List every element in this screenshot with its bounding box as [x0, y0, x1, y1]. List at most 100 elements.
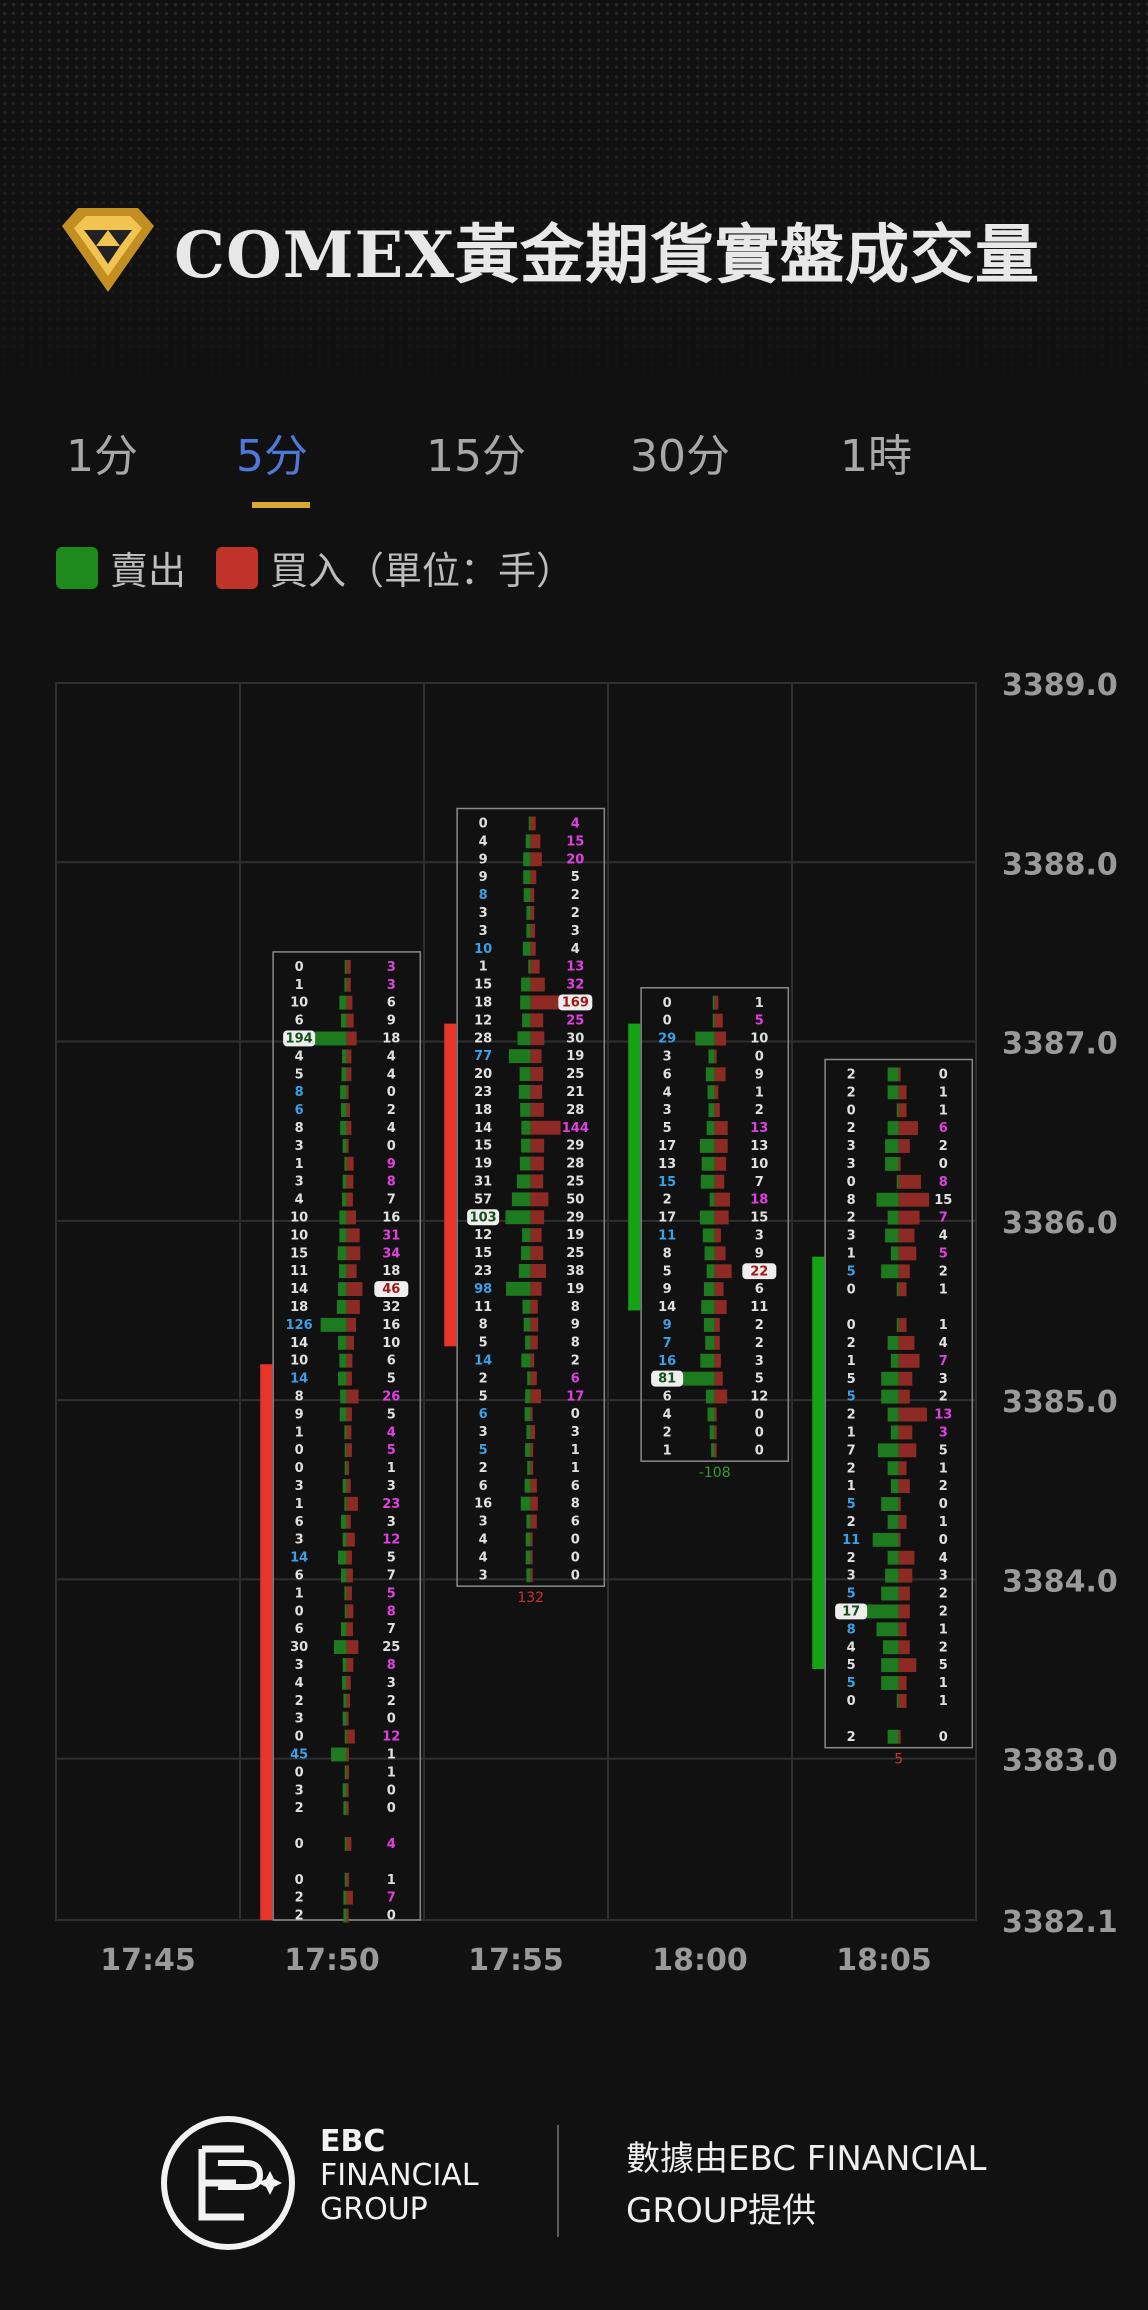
buy-volume-bar [530, 870, 537, 885]
sell-volume-bar [525, 1442, 531, 1457]
buy-volume-label: 29 [566, 1210, 584, 1225]
tab-30m[interactable]: 30分 [630, 431, 730, 482]
buy-volume-bar [346, 1246, 361, 1261]
buy-volume-label: 2 [755, 1103, 764, 1118]
sell-volume-bar [344, 1496, 347, 1511]
buy-volume-label: 4 [939, 1551, 948, 1566]
brand-line-2: FINANCIAL [320, 2158, 479, 2193]
buy-volume-label: 6 [571, 1479, 580, 1494]
sell-volume-bar [525, 1532, 531, 1547]
buy-volume-bar [530, 1353, 535, 1368]
sell-volume-label: 9 [479, 852, 488, 867]
buy-volume-label: 2 [939, 1264, 948, 1279]
sell-volume-label: 5 [847, 1497, 856, 1512]
buy-volume-bar [898, 1335, 915, 1350]
buy-volume-label: 5 [387, 1407, 396, 1422]
sell-volume-bar [682, 1371, 715, 1386]
buy-volume-label: 3 [387, 978, 396, 993]
buy-volume-label: 18 [382, 1264, 400, 1279]
sell-volume-label: 2 [663, 1425, 672, 1440]
sell-volume-bar [866, 1604, 899, 1619]
buy-volume-label: 1 [571, 1461, 580, 1476]
buy-volume-bar [346, 1711, 349, 1726]
sell-volume-bar [887, 1407, 899, 1422]
buy-volume-label: 19 [566, 1282, 584, 1297]
buy-volume-label: 6 [571, 1371, 580, 1386]
buy-volume-bar [346, 995, 353, 1010]
sell-volume-bar [524, 1478, 531, 1493]
tab-1m[interactable]: 1分 [66, 431, 138, 482]
sell-volume-bar [522, 1013, 531, 1028]
sell-volume-bar [340, 1121, 347, 1135]
sell-volume-label: 5 [847, 1587, 856, 1602]
buy-volume-bar [714, 1138, 728, 1153]
buy-volume-label: 7 [387, 1891, 396, 1906]
sell-volume-bar [338, 1550, 347, 1565]
sell-volume-bar [344, 1729, 347, 1744]
sell-volume-bar [314, 1031, 347, 1046]
buy-volume-bar [714, 1085, 719, 1100]
sell-volume-bar [699, 1138, 715, 1153]
buy-volume-bar [346, 1604, 354, 1619]
sell-volume-label: 17 [658, 1139, 676, 1154]
sell-volume-bar [695, 1031, 715, 1046]
buy-volume-bar [530, 1532, 533, 1547]
sell-volume-bar [877, 1443, 899, 1458]
buy-volume-bar [346, 1443, 352, 1458]
buy-volume-bar [346, 1121, 352, 1135]
buy-volume-bar [898, 1568, 913, 1583]
sell-volume-bar [712, 1013, 715, 1028]
buy-volume-label: 8 [571, 1300, 580, 1315]
sell-volume-bar [526, 1514, 531, 1529]
buy-volume-bar [530, 1478, 537, 1493]
buy-volume-bar [714, 1282, 724, 1297]
buy-volume-label: 4 [387, 1425, 396, 1440]
buy-volume-bar [530, 1246, 544, 1260]
sell-volume-bar [344, 1586, 347, 1601]
sell-volume-label: 0 [847, 1282, 856, 1297]
buy-volume-label: 30 [566, 1031, 584, 1046]
buy-volume-label: 13 [750, 1121, 768, 1136]
tab-15m[interactable]: 15分 [426, 431, 526, 482]
sell-volume-label: 7 [663, 1336, 672, 1351]
buy-volume-bar [346, 1658, 354, 1672]
sell-volume-label: 1 [847, 1354, 856, 1369]
buy-volume-label: 7 [939, 1354, 948, 1369]
buy-volume-bar [346, 1640, 359, 1655]
sell-volume-bar [887, 1210, 899, 1225]
brand-line-1: EBC [320, 2124, 386, 2159]
sell-volume-label: 2 [295, 1694, 304, 1709]
buy-volume-label: 2 [571, 888, 580, 903]
buy-volume-bar [714, 1425, 717, 1440]
sell-volume-bar [887, 1335, 899, 1350]
tab-5m[interactable]: 5分 [236, 431, 308, 482]
buy-volume-label: 9 [387, 1157, 396, 1172]
sell-volume-bar [890, 1353, 899, 1368]
sell-volume-label: 15 [474, 978, 492, 993]
sell-volume-label: 14 [474, 1121, 492, 1136]
buy-volume-label: 12 [382, 1730, 400, 1745]
buy-volume-bar [898, 1550, 915, 1565]
buy-volume-bar [714, 1121, 728, 1135]
sell-volume-bar [519, 1156, 531, 1171]
buy-volume-label: 6 [387, 996, 396, 1011]
ebc-logo-icon [161, 2116, 295, 2250]
buy-volume-label: 3 [939, 1425, 948, 1440]
legend-sell-swatch [56, 546, 98, 589]
sell-volume-bar [885, 1139, 899, 1153]
tab-1h[interactable]: 1時 [840, 431, 912, 482]
sell-volume-bar [896, 1174, 899, 1189]
buy-volume-bar [714, 1228, 721, 1243]
buy-volume-label: 4 [387, 1121, 396, 1136]
delta-label: -108 [699, 1465, 731, 1481]
sell-volume-label: 4 [663, 1085, 672, 1100]
sell-volume-bar [521, 977, 531, 992]
buy-volume-label: 0 [755, 1443, 764, 1458]
legend-sell: 賣出 [56, 540, 186, 595]
buy-volume-bar [530, 888, 535, 902]
sell-volume-label: 98 [474, 1282, 492, 1297]
buy-volume-bar [530, 1138, 545, 1153]
buy-volume-bar [530, 852, 542, 867]
buy-volume-bar [530, 941, 536, 956]
buy-volume-label: 8 [939, 1175, 948, 1190]
